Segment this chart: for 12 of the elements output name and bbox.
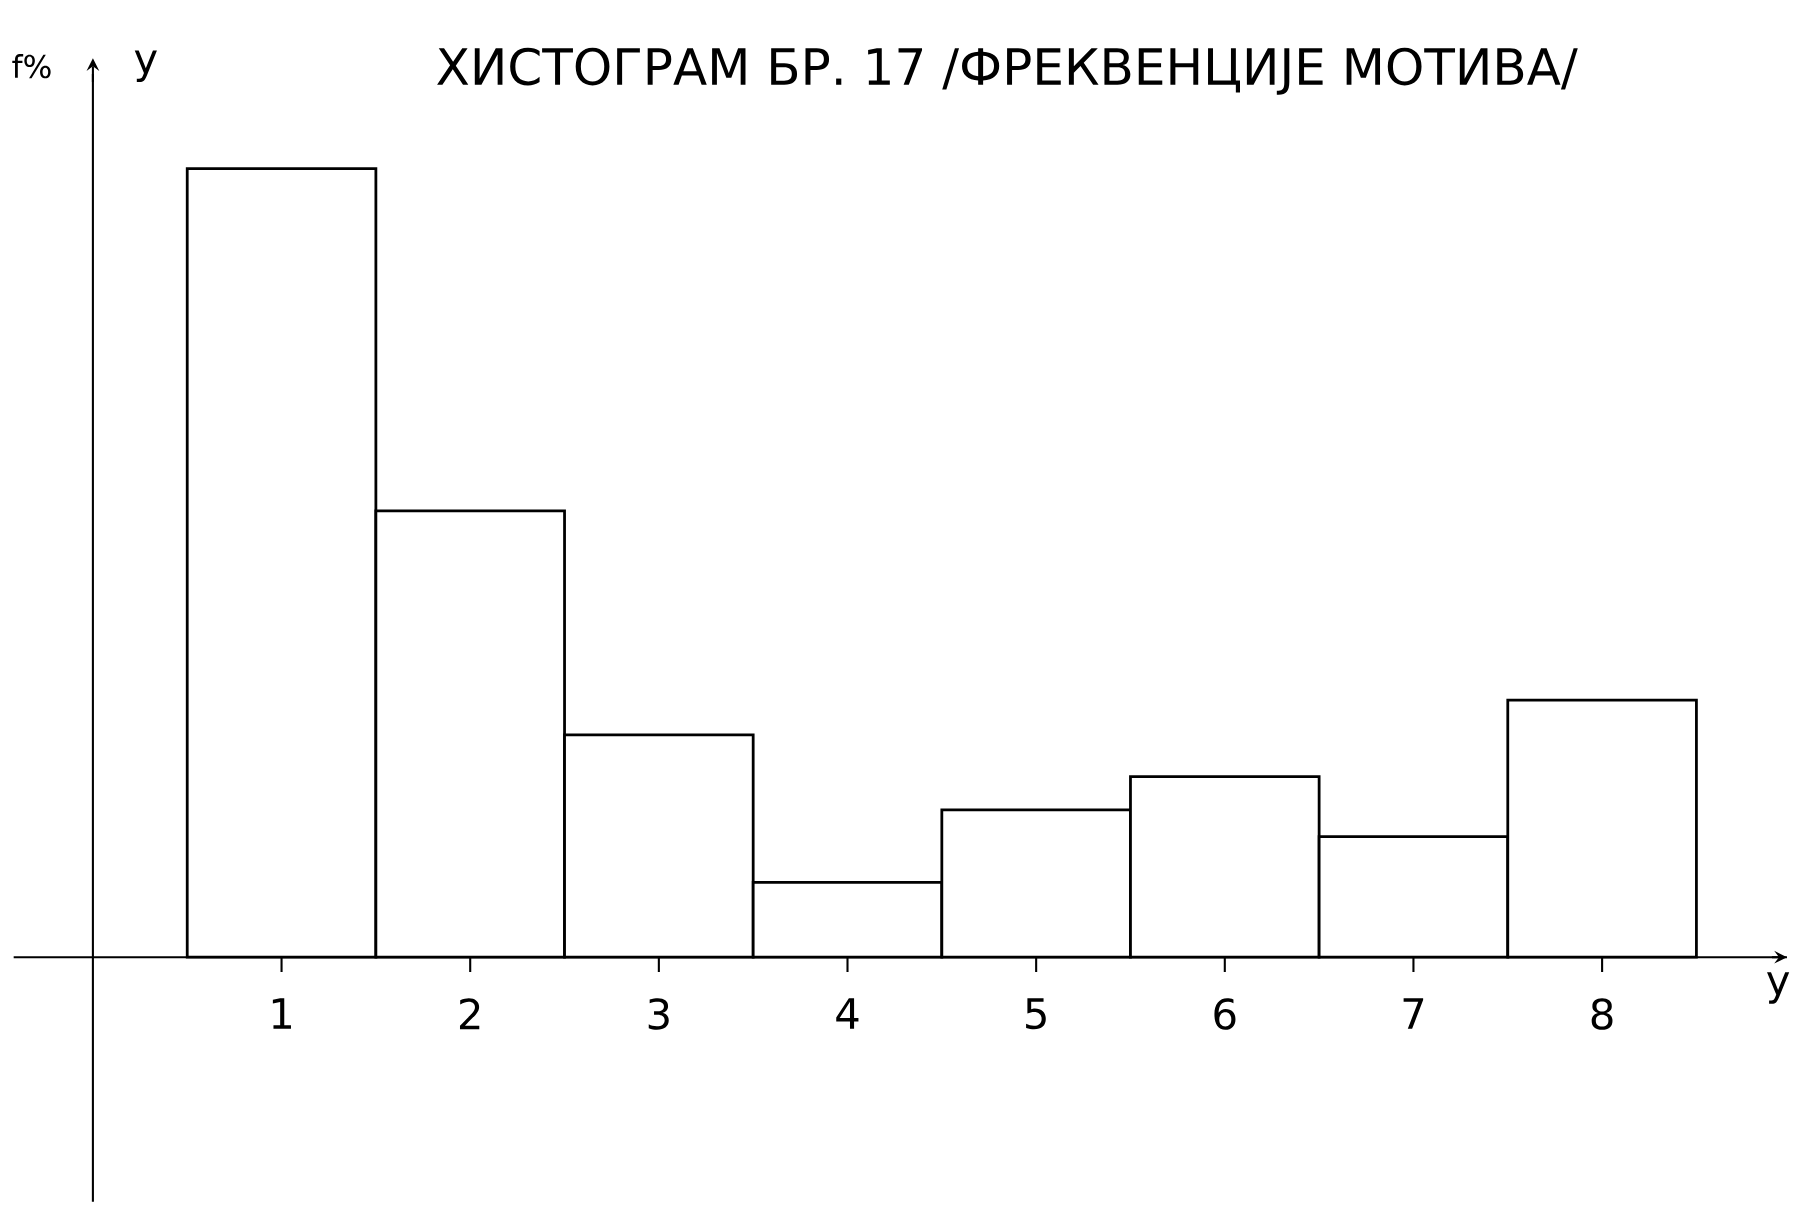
x-tick-label: 5 (1026, 998, 1046, 1030)
x-tick-label: 8 (1591, 998, 1613, 1031)
x-tick-label: 4 (836, 998, 859, 1029)
text: f% (12, 54, 51, 79)
x-tick-label: 2 (459, 998, 480, 1030)
y-axis-title: y (134, 50, 157, 83)
x-tick-label: 3 (648, 998, 669, 1031)
x-tick-label: 7 (1403, 998, 1424, 1029)
chart-title: ХИСТОГРАМ БР. 17 /ФРЕКВЕНЦИЈЕ МОТИВА/ (437, 47, 1578, 96)
x-tick-label: 6 (1214, 998, 1236, 1031)
x-tick-label: 1 (272, 998, 291, 1029)
x-axis-title: y (1767, 972, 1790, 1004)
